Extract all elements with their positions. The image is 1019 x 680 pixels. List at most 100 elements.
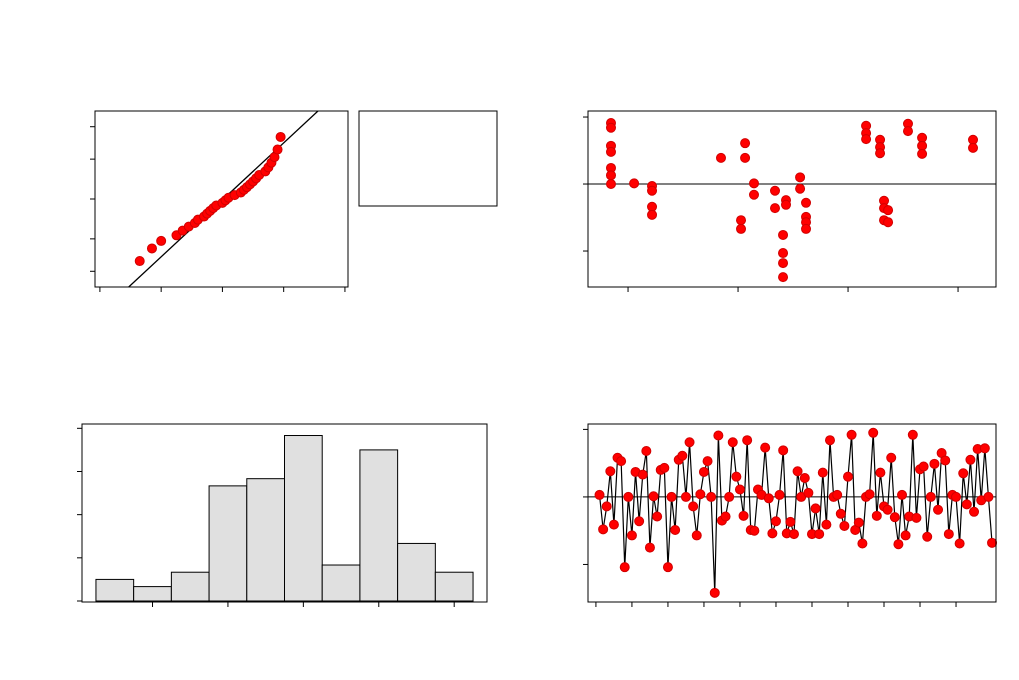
point [929,458,940,469]
bar [170,571,210,602]
point [740,152,751,163]
point [715,152,726,163]
point [965,454,976,465]
point [839,520,850,531]
point [799,473,810,484]
point [629,178,640,189]
point [724,491,735,502]
point [605,466,616,477]
point [605,170,616,181]
point [709,587,720,598]
point [749,525,760,536]
point [889,512,900,523]
point [900,530,911,541]
bar [133,586,172,602]
plot-area [95,435,474,602]
point [864,489,875,500]
point [601,501,612,512]
point [871,510,882,521]
bar [95,578,135,602]
point [918,461,929,472]
point [695,489,706,500]
point [272,144,283,155]
point [770,516,781,527]
point [778,445,789,456]
point [969,506,980,517]
point [146,243,157,254]
bar [208,485,248,602]
point [688,501,699,512]
point [742,435,753,446]
point [706,491,717,502]
point [911,512,922,523]
bar [284,435,323,602]
point [727,437,738,448]
point [637,469,648,480]
point [594,489,605,500]
point [684,437,695,448]
point [720,511,731,522]
point [853,517,864,528]
point [748,189,759,200]
point [958,468,969,479]
point [748,178,759,189]
point [691,530,702,541]
point [641,446,652,457]
point [803,487,814,498]
bar [321,564,361,602]
point [792,466,803,477]
point [983,491,994,502]
point [861,134,872,145]
panel [583,423,998,607]
point [842,471,853,482]
point [619,562,630,573]
point [647,209,658,220]
point [907,429,918,440]
point [968,142,979,153]
point [824,435,835,446]
panel [90,110,349,292]
point [832,489,843,500]
point [961,499,972,510]
legend-box [358,110,498,207]
point [647,185,658,196]
point [795,183,806,194]
plot-frame [81,423,488,603]
point [868,427,879,438]
point [767,528,778,539]
point [857,538,868,549]
point [598,524,609,535]
point [801,197,812,208]
point [670,525,681,536]
point [652,511,663,522]
point [846,429,857,440]
point [763,493,774,504]
point [817,467,828,478]
point [943,529,954,540]
point [736,223,747,234]
point [886,452,897,463]
point [662,562,673,573]
point [940,455,951,466]
bar [359,449,399,602]
point [893,539,904,550]
point [731,471,742,482]
point [740,138,751,149]
point [738,510,749,521]
point [605,122,616,133]
point [882,504,893,515]
bar [246,478,285,602]
panel [583,110,997,292]
point [778,248,789,259]
point [902,126,913,137]
point [954,538,965,549]
point [616,456,627,467]
point [605,146,616,157]
point [760,442,771,453]
point [626,530,637,541]
point [736,215,747,226]
point [156,235,167,246]
point [713,430,724,441]
point [951,491,962,502]
